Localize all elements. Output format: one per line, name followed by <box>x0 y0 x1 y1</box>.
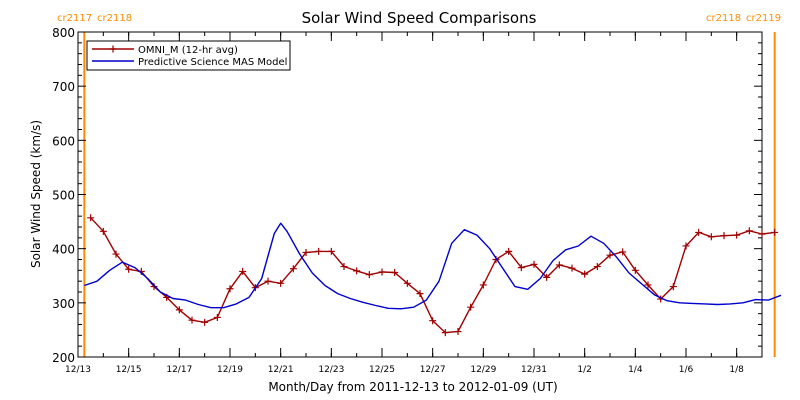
legend-swatch-marker <box>109 45 117 53</box>
y-tick-label: 200 <box>52 351 75 365</box>
data-point <box>365 271 373 279</box>
x-tick-label: 12/19 <box>217 365 243 375</box>
data-point <box>733 231 741 239</box>
x-tick-label: 12/13 <box>65 365 91 375</box>
plot-area <box>77 31 763 358</box>
carrington-marker-labels: cr2117 cr2118 cr2118 cr2119 <box>57 13 781 24</box>
y-axis-label: Solar Wind Speed (km/s) <box>29 120 43 268</box>
data-point <box>429 317 437 325</box>
x-tick-label: 12/23 <box>318 365 344 375</box>
x-tick-label: 1/6 <box>679 365 694 375</box>
axes: 200 300 400 500 600 700 800 12/13 12/15 12/17 12/1… <box>52 26 762 375</box>
chart-title: Solar Wind Speed Comparisons <box>302 9 537 27</box>
y-tick-label: 700 <box>52 80 75 94</box>
data-point <box>391 269 399 276</box>
carrington-label-end: cr2118 <box>97 13 132 24</box>
data-point <box>555 261 563 269</box>
data-point <box>378 268 386 276</box>
x-tick-label: 12/27 <box>420 365 446 375</box>
x-tick-label: 12/21 <box>268 365 294 375</box>
x-tick-label: 12/31 <box>521 365 547 375</box>
data-point <box>340 263 348 271</box>
data-point <box>505 247 513 255</box>
carrington-markers <box>83 32 776 357</box>
data-point <box>188 316 196 324</box>
data-point <box>720 232 728 240</box>
series-line-1 <box>84 222 782 310</box>
y-tick-label: 500 <box>52 189 75 203</box>
x-axis-label: Month/Day from 2011-12-13 to 2012-01-09 … <box>268 380 557 394</box>
data-point <box>99 227 107 235</box>
data-point <box>745 227 753 235</box>
x-tick-label: 12/15 <box>116 365 142 375</box>
legend-box <box>86 40 291 71</box>
x-tick-label: 12/17 <box>166 365 192 375</box>
data-point <box>669 283 677 291</box>
data-point <box>606 251 614 259</box>
series-line-0 <box>90 217 775 334</box>
data-point <box>543 273 551 281</box>
data-point <box>125 265 133 273</box>
data-point <box>213 313 221 321</box>
y-tick-label: 400 <box>52 243 75 257</box>
data-point <box>479 281 487 289</box>
data-point <box>239 267 247 275</box>
data-point <box>530 260 538 268</box>
data-point <box>695 228 703 236</box>
x-tick-label: 1/4 <box>628 365 643 375</box>
data-point <box>581 270 589 278</box>
data-point <box>707 233 715 241</box>
data-point <box>644 281 652 289</box>
data-point <box>289 265 297 273</box>
data-point <box>517 264 525 272</box>
x-tick-label: 1/8 <box>729 365 744 375</box>
carrington-label-start: cr2117 <box>57 13 92 24</box>
y-tick-label: 800 <box>52 26 75 40</box>
x-tick-label: 12/25 <box>369 365 395 375</box>
data-point <box>277 279 285 287</box>
y-tick-label: 300 <box>52 297 75 311</box>
data-point <box>175 306 183 314</box>
x-tick-label: 1/2 <box>577 365 591 375</box>
plot-frame <box>77 31 763 358</box>
legend-label-0: OMNI_M (12-hr avg) <box>138 45 238 56</box>
data-point <box>315 247 323 255</box>
data-point <box>112 250 120 258</box>
data-point <box>758 230 766 238</box>
data-point <box>353 267 361 275</box>
legend: OMNI_M (12-hr avg)Predictive Science MAS… <box>86 40 291 71</box>
carrington-label-end: cr2119 <box>746 13 781 24</box>
data-point <box>416 290 424 298</box>
data-point <box>327 247 335 255</box>
carrington-label-start: cr2118 <box>706 13 741 24</box>
data-point <box>403 279 411 287</box>
data-point <box>771 228 779 236</box>
series-layer <box>84 214 782 337</box>
data-point <box>467 303 475 311</box>
data-point <box>631 266 639 274</box>
x-tick-label: 12/29 <box>470 365 496 375</box>
data-point <box>264 277 272 285</box>
data-point <box>619 248 627 256</box>
data-point <box>568 264 576 272</box>
legend-label-1: Predictive Science MAS Model <box>138 57 287 68</box>
data-point <box>593 263 601 271</box>
data-point <box>682 242 690 250</box>
y-tick-label: 600 <box>52 134 75 148</box>
data-point <box>302 248 310 256</box>
data-point <box>87 214 95 222</box>
data-point <box>441 329 449 337</box>
data-point <box>201 318 209 326</box>
data-point <box>226 285 234 293</box>
data-point <box>454 328 462 336</box>
